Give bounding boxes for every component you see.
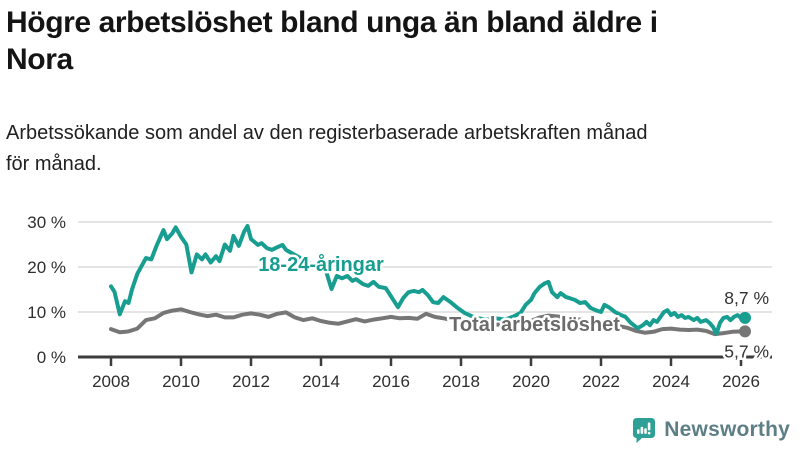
chart-subtitle-line1: Arbetssökande som andel av den registerb… bbox=[6, 122, 648, 144]
page-title: Högre arbetslöshet bland unga än bland ä… bbox=[6, 4, 776, 78]
x-tick-label: 2014 bbox=[302, 372, 340, 391]
x-tick-label: 2008 bbox=[92, 372, 130, 391]
x-tick-label: 2018 bbox=[442, 372, 480, 391]
series-line bbox=[109, 307, 743, 337]
x-tick-label: 2026 bbox=[722, 372, 760, 391]
end-value-label: 8,7 % bbox=[724, 288, 769, 308]
newsworthy-logo: Newsworthy bbox=[632, 416, 790, 444]
y-tick-label: 0 % bbox=[37, 348, 66, 367]
chart-subtitle: Arbetssökande som andel av den registerb… bbox=[6, 118, 786, 180]
page-title-line1: Högre arbetslöshet bland unga än bland ä… bbox=[6, 6, 658, 39]
y-tick-label: 30 % bbox=[27, 213, 66, 232]
page-title-line2: Nora bbox=[6, 43, 73, 76]
series-line bbox=[109, 224, 743, 336]
x-tick-label: 2022 bbox=[582, 372, 620, 391]
x-tick-label: 2012 bbox=[232, 372, 270, 391]
end-value-label: 5,7 % bbox=[724, 341, 769, 361]
x-tick-label: 2016 bbox=[372, 372, 410, 391]
x-tick-label: 2020 bbox=[512, 372, 550, 391]
newsworthy-logo-icon bbox=[633, 417, 656, 443]
chart-subtitle-line2: för månad. bbox=[6, 153, 102, 175]
logo-bars-glyph bbox=[637, 421, 651, 434]
y-tick-label: 20 % bbox=[27, 258, 66, 277]
series-label: Total arbetslöshet bbox=[449, 314, 620, 336]
x-tick-label: 2024 bbox=[652, 372, 690, 391]
y-tick-label: 10 % bbox=[27, 303, 66, 322]
series-label: 18-24-åringar bbox=[258, 253, 384, 276]
newsworthy-logo-text: Newsworthy bbox=[664, 418, 790, 441]
series-end-dot bbox=[739, 325, 751, 338]
x-tick-label: 2010 bbox=[162, 372, 200, 391]
series-end-dot bbox=[739, 311, 751, 324]
